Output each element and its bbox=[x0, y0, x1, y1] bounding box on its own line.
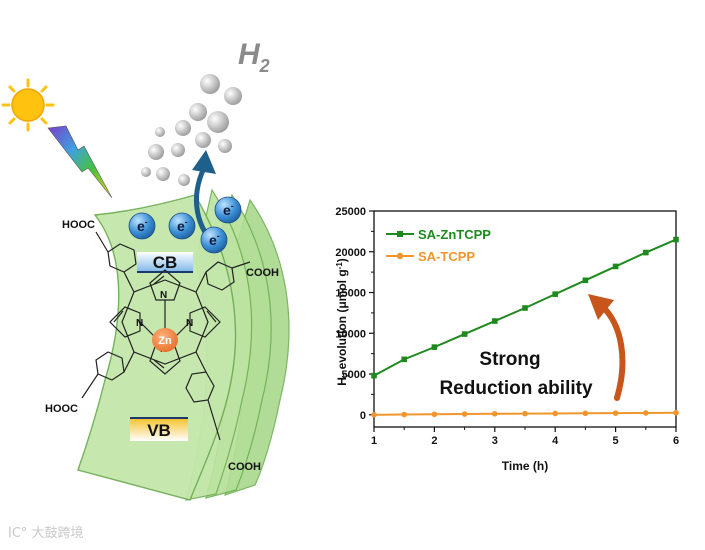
h2-label: H2 bbox=[238, 38, 270, 76]
annotation-arrow-icon bbox=[588, 294, 626, 401]
data-point-sa-tcpp bbox=[643, 410, 649, 416]
porphyrin-molecule bbox=[81, 231, 251, 441]
data-point-sa-zntcpp bbox=[582, 277, 589, 284]
y-tick-label: 25000 bbox=[335, 206, 366, 218]
data-point-sa-zntcpp bbox=[612, 263, 619, 270]
svg-text:e-: e- bbox=[223, 201, 234, 218]
x-axis: 1 2 3 4 5 6 bbox=[371, 427, 679, 447]
data-point-sa-zntcpp bbox=[552, 291, 558, 297]
svg-text:e-: e- bbox=[137, 217, 148, 234]
electrons: e-e-e-e- bbox=[128, 196, 242, 254]
legend-label-sa-tcpp: SA-TCPP bbox=[418, 249, 475, 264]
x-tick-label: 3 bbox=[492, 435, 498, 447]
cb-label: CB bbox=[153, 253, 178, 272]
vb-label: VB bbox=[147, 421, 171, 440]
y-tick-label: 0 bbox=[360, 410, 366, 422]
data-point-sa-zntcpp bbox=[643, 249, 649, 256]
data-point-sa-tcpp bbox=[492, 410, 498, 417]
x-tick-label: 6 bbox=[673, 435, 679, 447]
n-atom: N bbox=[186, 318, 193, 329]
y-tick-label: 10000 bbox=[335, 328, 366, 340]
lightning-bolt-icon bbox=[47, 125, 113, 199]
x-tick-label: 2 bbox=[431, 435, 437, 447]
watermark: IC° 大鼓跨境 bbox=[8, 526, 84, 541]
y-tick-label: 20000 bbox=[335, 247, 366, 259]
h2-evolution-chart: 1 2 3 4 5 6 0 5000 10000 15000 20000 25000 SA-ZnTC… bbox=[335, 206, 679, 473]
data-point-sa-zntcpp bbox=[401, 356, 407, 363]
series-layer bbox=[371, 236, 679, 418]
legend-label-sa-zntcpp: SA-ZnTCPP bbox=[418, 227, 491, 242]
x-tick-label: 4 bbox=[552, 435, 559, 447]
svg-text:e-: e- bbox=[209, 231, 220, 248]
x-tick-label: 1 bbox=[371, 435, 377, 447]
hooc-label: HOOC bbox=[62, 219, 95, 231]
y-tick-label: 5000 bbox=[342, 369, 366, 381]
data-point-sa-tcpp bbox=[582, 410, 589, 417]
data-point-sa-tcpp bbox=[552, 410, 558, 417]
data-point-sa-zntcpp bbox=[431, 344, 438, 350]
sun-icon bbox=[1, 78, 55, 132]
zn-atom: Zn bbox=[152, 328, 178, 352]
annotation-line-1: Strong bbox=[479, 349, 540, 370]
cooh-label: COOH bbox=[246, 267, 279, 279]
legend: SA-ZnTCPP SA-TCPP bbox=[386, 227, 491, 264]
y-tick-label: 15000 bbox=[335, 288, 366, 300]
data-point-sa-zntcpp bbox=[492, 318, 498, 324]
data-point-sa-zntcpp bbox=[371, 372, 377, 379]
data-point-sa-zntcpp bbox=[673, 236, 679, 243]
cooh-label: COOH bbox=[228, 461, 261, 473]
x-tick-label: 5 bbox=[613, 435, 619, 447]
cb-band: CB bbox=[137, 252, 193, 273]
electron-icon: e- bbox=[168, 212, 196, 240]
h2-bubbles bbox=[141, 74, 242, 186]
electron-icon: e- bbox=[128, 212, 156, 240]
n-atom: N bbox=[136, 318, 143, 329]
data-point-sa-tcpp bbox=[371, 411, 377, 418]
legend-marker-sa-tcpp bbox=[396, 252, 404, 260]
data-point-sa-tcpp bbox=[461, 411, 468, 417]
y-axis: 0 5000 10000 15000 20000 25000 bbox=[335, 206, 374, 422]
data-point-sa-tcpp bbox=[401, 411, 408, 418]
hooc-label: HOOC bbox=[45, 403, 78, 415]
vb-band: VB bbox=[130, 417, 188, 441]
x-axis-title: Time (h) bbox=[502, 459, 548, 473]
data-point-sa-tcpp bbox=[522, 410, 528, 417]
legend-marker-sa-zntcpp bbox=[397, 231, 403, 237]
electron-icon: e- bbox=[200, 226, 228, 254]
data-point-sa-tcpp bbox=[612, 410, 619, 416]
data-point-sa-tcpp bbox=[431, 411, 438, 418]
y-axis-title: H2 evolution (μmol g-1) bbox=[335, 258, 351, 386]
data-point-sa-tcpp bbox=[673, 409, 679, 416]
svg-text:e-: e- bbox=[177, 217, 188, 234]
data-point-sa-zntcpp bbox=[522, 305, 528, 311]
electron-icon: e- bbox=[214, 196, 242, 224]
n-atom: N bbox=[160, 290, 167, 301]
annotation-line-2: Reduction ability bbox=[439, 378, 593, 399]
zn-label: Zn bbox=[158, 335, 172, 347]
data-point-sa-zntcpp bbox=[461, 331, 468, 337]
